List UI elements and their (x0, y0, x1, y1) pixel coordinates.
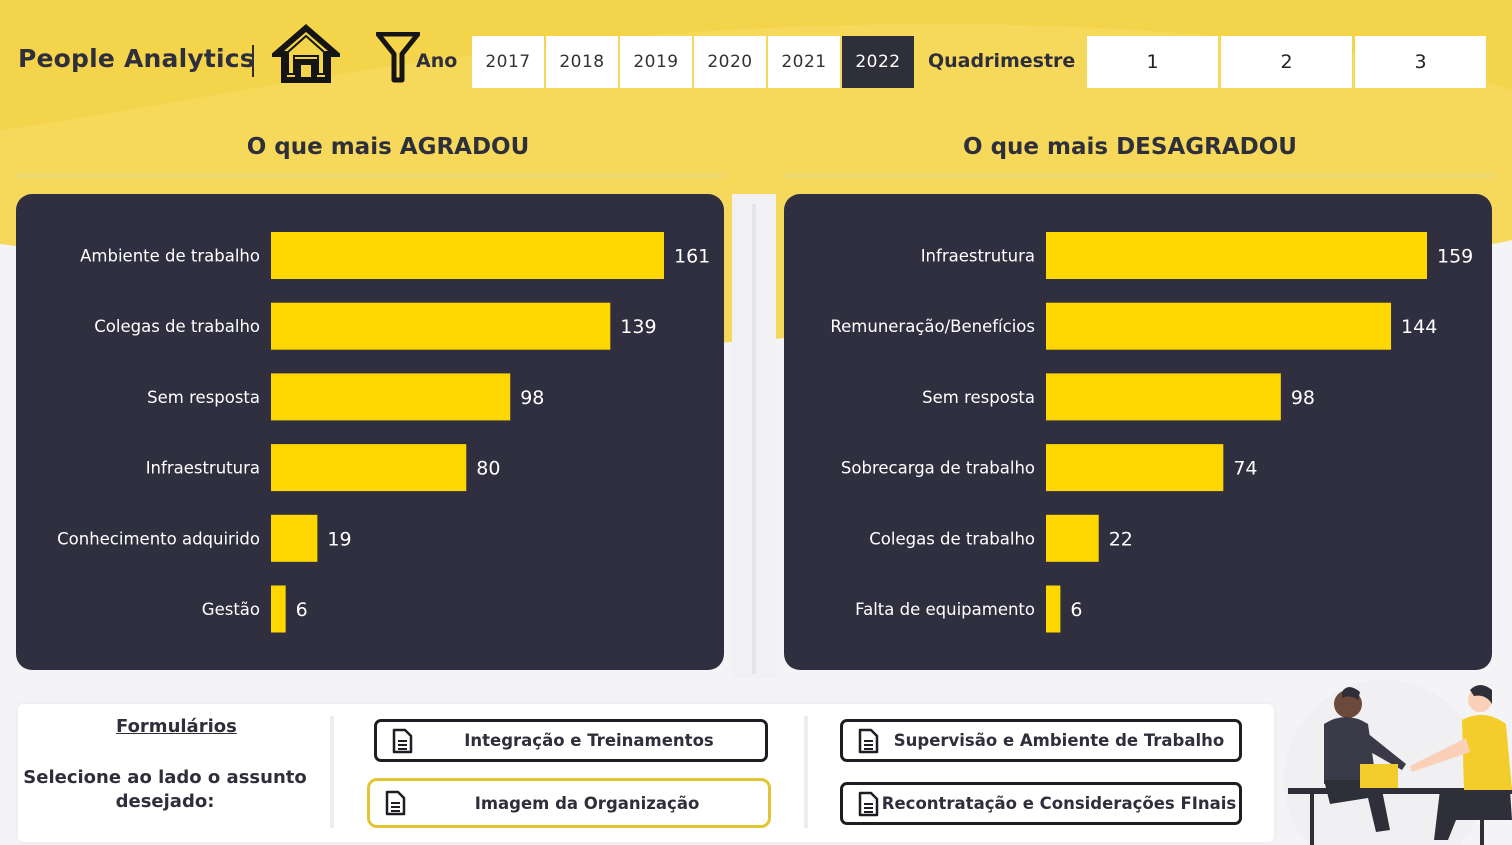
disliked-bar-chart: Infraestrutura 159 Remuneração/Benefícios 1… (830, 232, 1473, 633)
bar[interactable] (1046, 373, 1281, 421)
quadrimester-option-2[interactable]: 2 (1221, 36, 1352, 88)
app-title: People Analytics (18, 44, 255, 73)
disliked-chart-panel: Infraestrutura 159 Remuneração/Benefícios 1… (784, 194, 1492, 670)
bar[interactable] (271, 514, 318, 562)
year-option-2018[interactable]: 2018 (546, 36, 618, 88)
bar[interactable] (271, 232, 664, 279)
data-label: 6 (1070, 599, 1082, 621)
category-label: Falta de equipamento (855, 600, 1035, 619)
bar[interactable] (271, 302, 611, 350)
form-button-supervision[interactable]: Supervisão e Ambiente de Trabalho (840, 719, 1242, 762)
data-label: 161 (674, 246, 710, 268)
bar[interactable] (1046, 302, 1392, 350)
panel-separator (732, 194, 776, 678)
forms-divider-right (804, 716, 808, 828)
year-option-2022[interactable]: 2022 (842, 36, 914, 88)
disliked-section-title: O que mais DESAGRADOU (963, 134, 1297, 160)
bar[interactable] (1046, 444, 1224, 492)
data-label: 19 (327, 528, 351, 550)
forms-title: Formulários (116, 716, 237, 737)
data-label: 98 (1291, 387, 1315, 409)
liked-chart-panel: Ambiente de trabalho 161 Colegas de trabal… (16, 194, 724, 670)
form-button-label: Imagem da Organização (474, 793, 700, 813)
category-label: Sobrecarga de trabalho (841, 459, 1035, 478)
bar[interactable] (271, 585, 286, 633)
handshake-illustration (1284, 680, 1512, 845)
quadrimester-slicer: 1 2 3 (1087, 36, 1486, 88)
data-label: 74 (1233, 458, 1257, 480)
data-label: 6 (296, 599, 308, 621)
data-label: 139 (620, 316, 656, 338)
form-button-label: Integração e Treinamentos (464, 731, 714, 750)
quadrimester-label: Quadrimestre (928, 50, 1076, 72)
category-label: Infraestrutura (146, 459, 260, 478)
liked-title-rule (16, 173, 724, 178)
bar[interactable] (1046, 232, 1427, 279)
category-label: Infraestrutura (921, 247, 1035, 266)
document-icon (858, 728, 879, 753)
data-label: 22 (1109, 528, 1133, 550)
category-label: Gestão (202, 600, 260, 619)
liked-bar-chart: Ambiente de trabalho 161 Colegas de trabal… (57, 232, 710, 633)
liked-section-title: O que mais AGRADOU (246, 134, 530, 160)
document-icon (392, 728, 413, 753)
disliked-title-rule (784, 173, 1494, 178)
year-option-2021[interactable]: 2021 (768, 36, 840, 88)
bar[interactable] (1046, 514, 1099, 562)
category-label: Colegas de trabalho (94, 317, 260, 336)
quadrimester-option-3[interactable]: 3 (1355, 36, 1486, 88)
forms-description: Selecione ao lado o assunto desejado: (23, 767, 307, 812)
bar[interactable] (271, 444, 467, 492)
category-label: Sem resposta (147, 388, 260, 407)
title-divider (252, 45, 254, 77)
form-button-label: Recontratação e Considerações FInais (881, 794, 1237, 813)
data-label: 144 (1401, 316, 1437, 338)
document-icon (385, 790, 406, 816)
year-filter-label: Ano (416, 50, 458, 72)
category-label: Colegas de trabalho (869, 529, 1035, 548)
year-option-2019[interactable]: 2019 (620, 36, 692, 88)
forms-divider-left (330, 716, 334, 828)
category-label: Sem resposta (922, 388, 1035, 407)
data-label: 98 (520, 387, 544, 409)
bar[interactable] (1046, 585, 1061, 633)
form-button-label: Supervisão e Ambiente de Trabalho (893, 731, 1225, 750)
home-icon[interactable] (272, 24, 340, 84)
year-option-2020[interactable]: 2020 (694, 36, 766, 88)
data-label: 159 (1437, 246, 1473, 268)
form-button-integration[interactable]: Integração e Treinamentos (374, 719, 768, 762)
data-label: 80 (476, 458, 500, 480)
year-option-2017[interactable]: 2017 (472, 36, 544, 88)
form-button-organization-image[interactable]: Imagem da Organização (367, 778, 771, 828)
filter-icon (376, 32, 420, 83)
category-label: Ambiente de trabalho (80, 247, 260, 266)
form-button-rehiring[interactable]: Recontratação e Considerações FInais (840, 782, 1242, 825)
quadrimester-option-1[interactable]: 1 (1087, 36, 1218, 88)
year-slicer: 2017 2018 2019 2020 2021 2022 (472, 36, 914, 88)
category-label: Conhecimento adquirido (57, 529, 260, 548)
bar[interactable] (271, 373, 511, 421)
category-label: Remuneração/Benefícios (830, 317, 1035, 336)
document-icon (858, 791, 879, 816)
